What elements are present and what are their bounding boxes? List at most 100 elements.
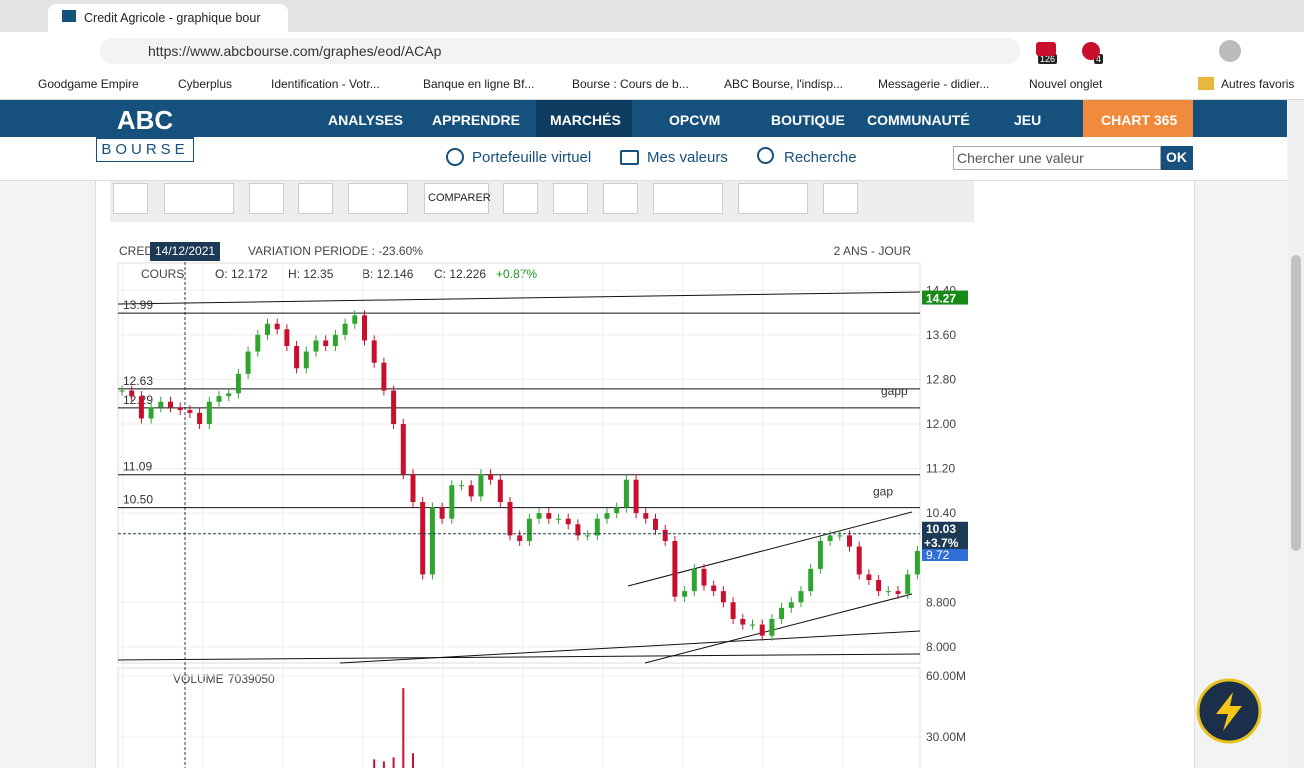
bookmarks-bar: Goodgame Empire Cyberplus Identification… <box>0 68 1304 100</box>
scroll-thumb[interactable] <box>1291 255 1301 551</box>
candle-body <box>459 485 464 487</box>
candle-body <box>672 540 678 597</box>
volume-bar <box>382 761 385 768</box>
price-tag-label: 10.03 <box>926 522 956 536</box>
bookmark[interactable]: Banque en ligne Bf... <box>423 77 535 91</box>
price-tag <box>922 290 968 305</box>
tab[interactable]: Credit Agricole - graphique bour <box>48 4 288 32</box>
bookmark[interactable]: Messagerie - didier... <box>878 77 990 91</box>
tool-button[interactable] <box>553 183 588 214</box>
candle-body <box>914 551 920 575</box>
tool-button[interactable] <box>113 183 148 214</box>
candle-body <box>362 315 367 341</box>
logo[interactable]: ABC BOURSE <box>96 100 194 162</box>
extension-icon[interactable] <box>1082 42 1100 60</box>
price-tag <box>922 549 968 562</box>
candle-body <box>138 396 144 419</box>
nav-highlight <box>1083 100 1193 137</box>
candle-body <box>798 591 804 603</box>
candle-body <box>429 507 435 575</box>
candle-body <box>391 390 397 425</box>
candle-body <box>245 351 251 374</box>
candle-body <box>410 474 416 502</box>
candle-body <box>526 518 532 541</box>
candle-body <box>284 329 290 347</box>
candle-body <box>536 513 542 519</box>
nav-item[interactable]: COMMUNAUTÉ <box>867 112 970 128</box>
candle-body <box>662 529 668 541</box>
nav-item[interactable]: APPRENDRE <box>432 112 520 128</box>
profile[interactable] <box>1219 40 1241 62</box>
sub-nav-item[interactable]: Portefeuille virtuel <box>472 149 592 166</box>
candle-body <box>265 323 270 335</box>
volume-label: VOLUME <box>173 672 224 686</box>
candle-body <box>565 518 571 525</box>
candle-body <box>449 485 455 519</box>
bookmark[interactable]: Bourse : Cours de b... <box>572 77 689 91</box>
nav-item[interactable]: OPCVM <box>669 112 721 128</box>
extension-icon[interactable] <box>1036 42 1056 56</box>
period: 2 ANS - JOUR <box>834 244 912 258</box>
tool-button[interactable] <box>823 183 858 214</box>
trendline <box>644 593 913 664</box>
candle-body <box>711 585 717 592</box>
tool-button[interactable] <box>603 183 638 214</box>
candle-body <box>847 535 852 547</box>
compare-button[interactable]: COMPARER <box>424 183 491 214</box>
volume-tick-label: 60.00M <box>926 669 966 683</box>
candle-body <box>332 334 338 347</box>
tool-button[interactable] <box>503 183 538 214</box>
nav-item[interactable]: MARCHÉS <box>550 112 621 128</box>
nav-item[interactable]: JEU <box>1014 112 1042 128</box>
volume-bar <box>412 753 414 768</box>
tool-button[interactable] <box>298 183 333 214</box>
tool-button[interactable] <box>249 183 284 214</box>
candle-body <box>643 513 649 519</box>
tool-button[interactable] <box>738 183 808 214</box>
sub-nav-item[interactable]: Mes valeurs <box>647 149 728 166</box>
level-label: 13.99 <box>123 298 153 312</box>
candle-body <box>856 546 862 575</box>
candle-body <box>507 501 513 536</box>
bookmark[interactable]: ABC Bourse, l'indisp... <box>724 77 844 91</box>
bookmark[interactable]: Goodgame Empire <box>38 77 139 91</box>
price-tag-label: 9.72 <box>926 548 950 562</box>
y-tick-label: 12.80 <box>926 372 956 386</box>
logo-bottom: BOURSE <box>101 141 189 158</box>
candle-body <box>158 401 164 408</box>
nav-active <box>536 100 632 137</box>
search-input[interactable]: Chercher une valeur <box>953 146 1161 170</box>
nav-item[interactable]: ANALYSES <box>328 112 403 128</box>
tool-button[interactable] <box>348 183 408 214</box>
level-label: 11.09 <box>123 460 152 474</box>
price-tag-label: 14.27 <box>926 292 956 306</box>
tool-button[interactable] <box>653 183 723 214</box>
bookmark[interactable]: Autres favoris <box>1221 77 1295 91</box>
nav-item[interactable]: CHART 365 <box>1101 112 1178 128</box>
bookmark[interactable]: Nouvel onglet <box>1029 77 1103 91</box>
search-placeholder: Chercher une valeur <box>957 150 1084 166</box>
candle-body <box>371 340 377 363</box>
sub-nav-item[interactable]: Recherche <box>784 149 857 166</box>
candle-body <box>633 479 639 514</box>
trendline <box>117 653 921 661</box>
cursor-date: 14/12/2021 <box>155 244 215 258</box>
tool-button[interactable] <box>164 183 234 214</box>
candle-body <box>206 401 212 425</box>
search-button[interactable]: OK <box>1161 146 1193 170</box>
candle-body <box>439 507 445 519</box>
candle-body <box>837 535 843 537</box>
candle-body <box>255 334 261 352</box>
candle-body <box>119 390 125 392</box>
nav-item[interactable]: BOUTIQUE <box>771 112 845 128</box>
candle-body <box>759 624 765 636</box>
search-button-label: OK <box>1166 149 1187 165</box>
candle-body <box>623 479 629 508</box>
volume-bar <box>373 759 376 768</box>
bookmark[interactable]: Identification - Votr... <box>271 77 380 91</box>
url-field[interactable]: https://www.abcbourse.com/graphes/eod/AC… <box>100 38 1020 64</box>
compare-label: COMPARER <box>428 192 491 204</box>
euro-icon <box>446 148 464 166</box>
bookmark[interactable]: Cyberplus <box>178 77 233 91</box>
